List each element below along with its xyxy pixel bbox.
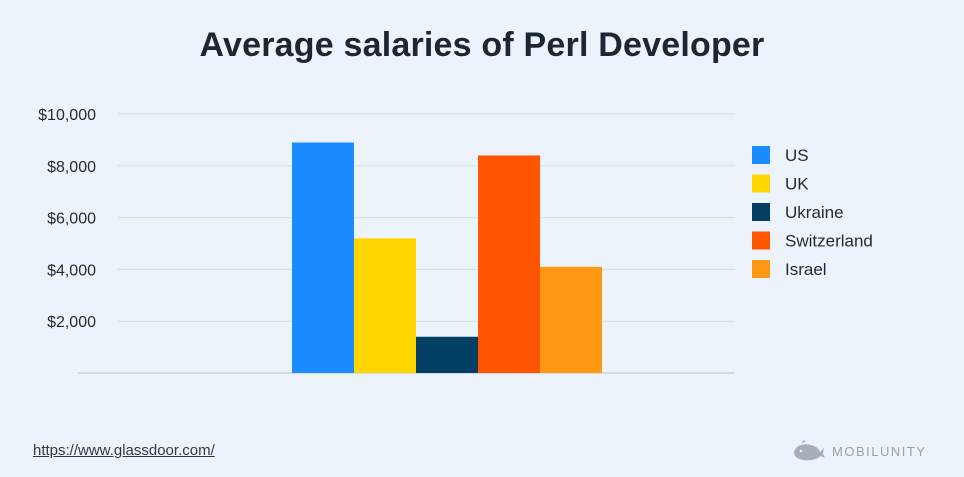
bar-ukraine — [416, 336, 478, 373]
whale-logo-icon — [794, 440, 825, 461]
legend-item: US — [752, 146, 809, 165]
legend-swatch — [752, 174, 770, 193]
source-link[interactable]: https://www.glassdoor.com/ — [33, 442, 215, 459]
legend: US UK Ukraine Switzerland Israel — [752, 146, 873, 279]
legend-swatch — [752, 231, 770, 250]
legend-item: Switzerland — [752, 231, 873, 251]
legend-label: US — [785, 146, 809, 165]
chart-title: Average salaries of Perl Developer — [199, 26, 765, 64]
legend-item: UK — [752, 174, 809, 194]
legend-swatch — [752, 260, 770, 278]
brand-name: MOBILUNITY — [832, 443, 927, 459]
y-tick-label: $4,000 — [47, 262, 96, 279]
bars — [292, 142, 602, 373]
y-tick-label: $2,000 — [47, 314, 96, 331]
legend-label: UK — [785, 175, 809, 194]
legend-item: Ukraine — [752, 203, 844, 222]
bar-us — [292, 142, 354, 373]
y-tick-label: $10,000 — [38, 107, 96, 124]
y-tick-label: $6,000 — [47, 211, 96, 228]
grid-lines — [118, 113, 735, 322]
bar-uk — [354, 238, 416, 373]
bar-switzerland — [478, 155, 540, 373]
y-axis-tick-labels: $2,000 $4,000 $6,000 $8,000 $10,000 — [38, 107, 96, 331]
brand-logo: MOBILUNITY — [792, 440, 926, 462]
legend-label: Ukraine — [785, 203, 844, 222]
legend-label: Israel — [785, 260, 827, 279]
legend-swatch — [752, 146, 770, 164]
legend-item: Israel — [752, 260, 827, 279]
bar-israel — [540, 266, 602, 373]
y-tick-label: $8,000 — [47, 159, 96, 176]
legend-label: Switzerland — [785, 232, 873, 251]
legend-swatch — [752, 203, 770, 221]
bar-chart: $2,000 $4,000 $6,000 $8,000 $10,000 US UK Ukra… — [38, 107, 873, 374]
